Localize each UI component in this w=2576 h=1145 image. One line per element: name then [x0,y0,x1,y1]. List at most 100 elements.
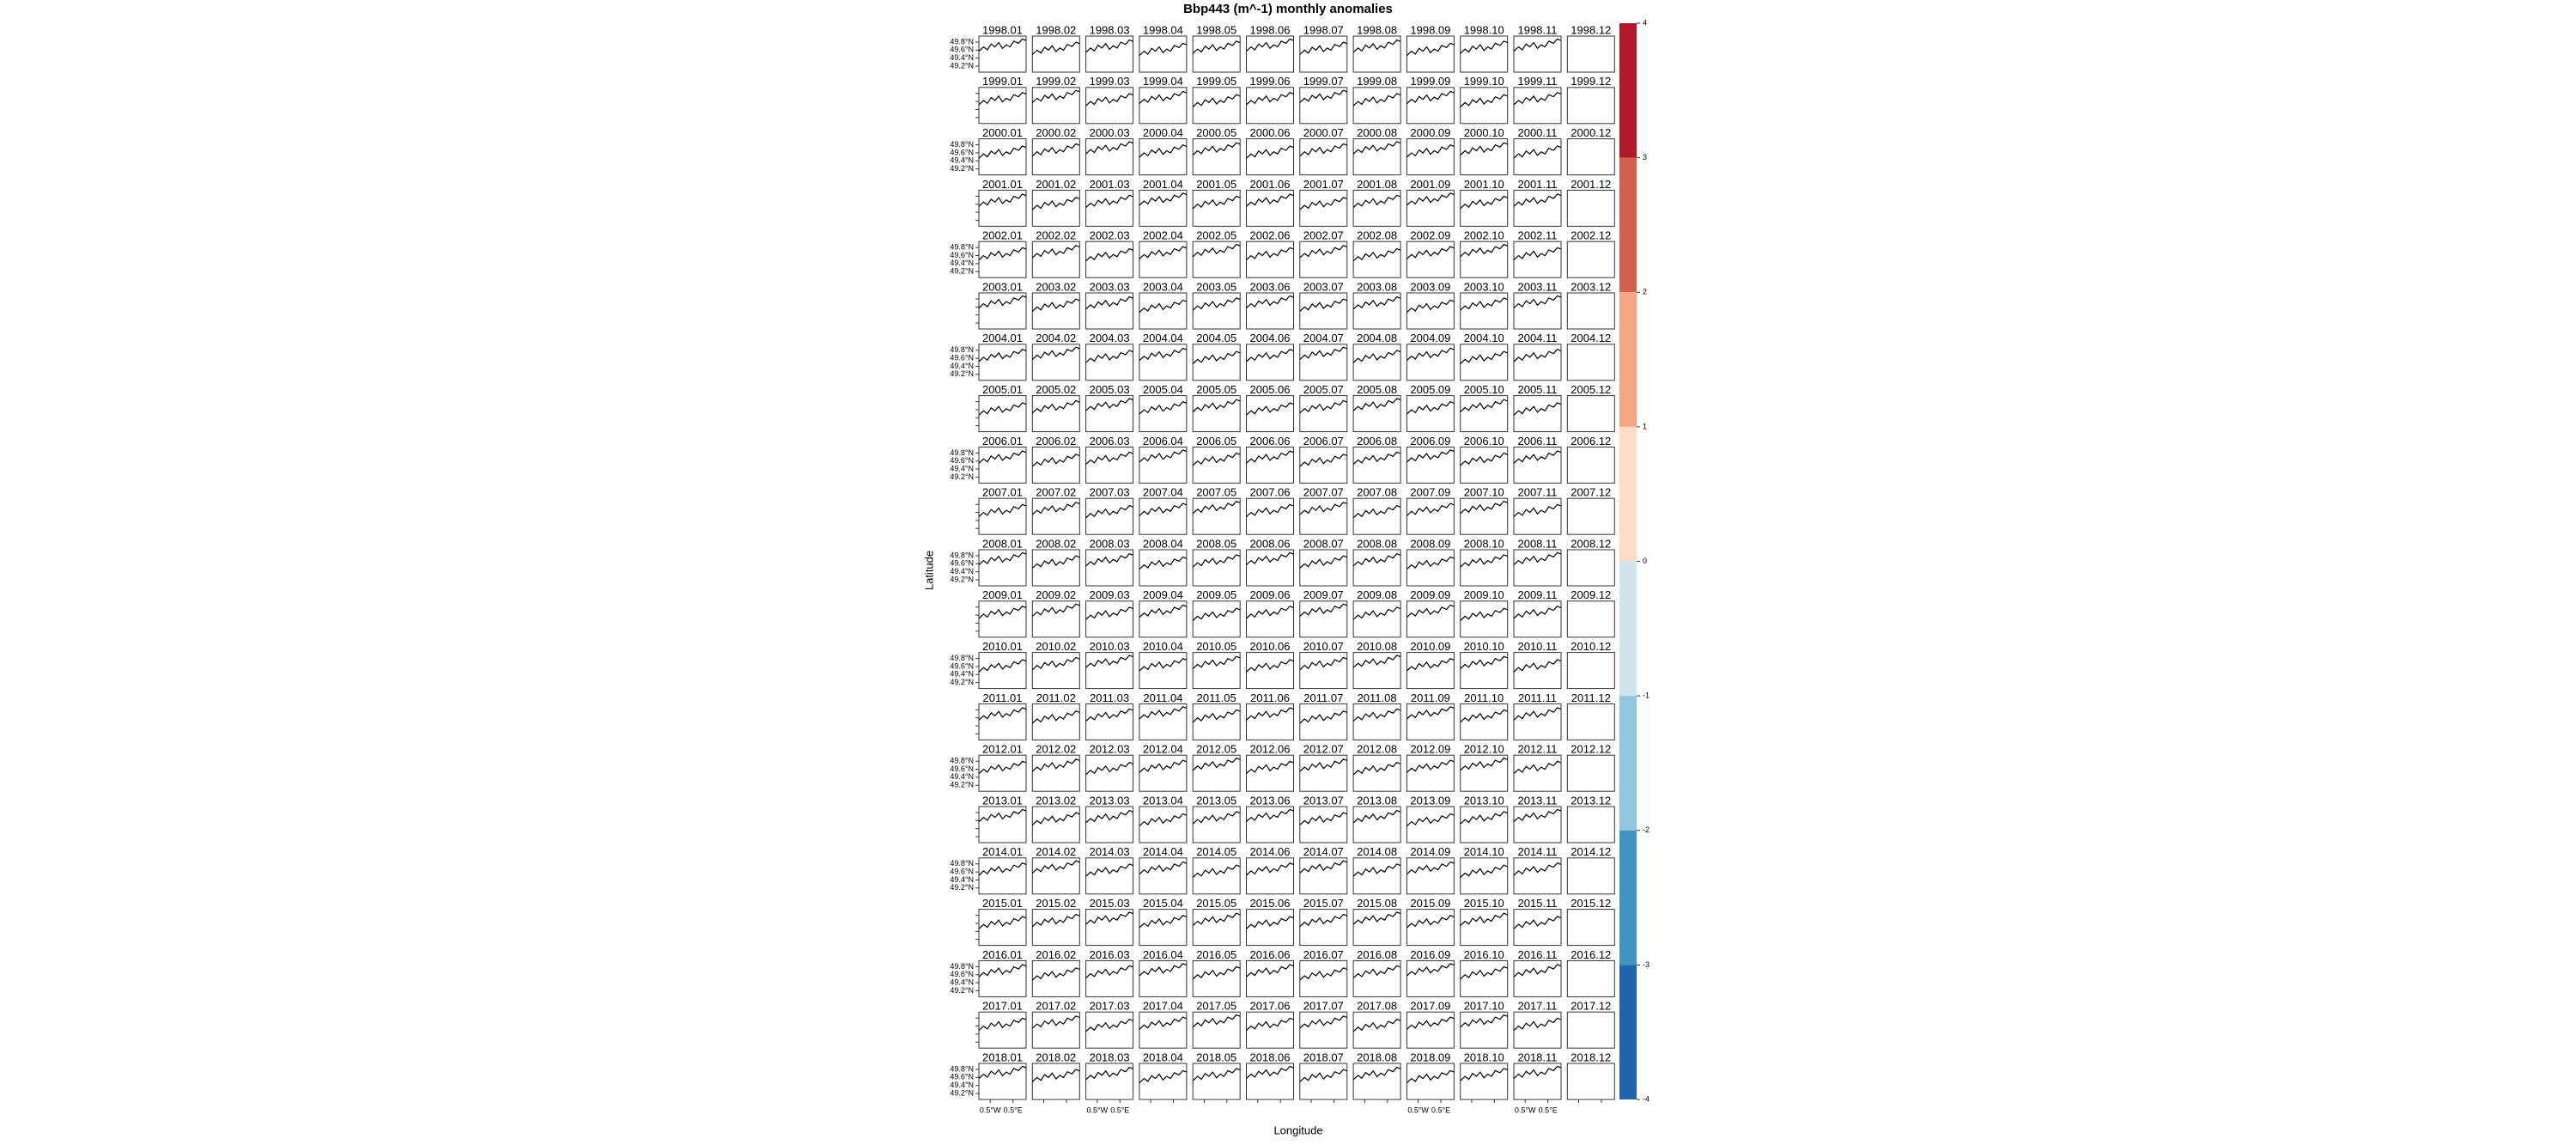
panel-label: 2008.09 [1410,537,1450,550]
panel-frame [1139,1063,1188,1100]
panel-label: 2000.02 [1036,126,1076,139]
panel-label: 2015.07 [1303,897,1344,910]
panel-label: 2010.11 [1517,640,1557,653]
coastline [1352,911,1401,925]
panel-label: 1999.01 [982,75,1023,88]
panel-frame [1031,909,1080,947]
coastline [1406,706,1455,720]
panel-label: 1998.04 [1143,23,1183,36]
coastline [1460,554,1508,568]
panel-label: 2009.03 [1090,588,1130,601]
panel-frame [1085,1063,1134,1100]
panel-frame [1299,754,1348,792]
panel-frame [1352,87,1401,125]
panel-label: 2010.04 [1143,640,1183,653]
panel-frame [1192,1011,1241,1049]
panel-frame [1460,652,1509,690]
panel-frame [1460,292,1509,330]
panel-frame [1139,703,1188,740]
coastline [978,760,1027,775]
colorbar-tick-label: 3 [1643,153,1647,161]
panel-frame [1139,87,1188,125]
panel-frame [1352,549,1401,587]
panel-frame [1031,344,1080,381]
panel-label: 1999.09 [1410,75,1450,88]
coastline [1246,193,1294,207]
panel-label: 2017.05 [1196,1000,1236,1013]
coastline [1192,709,1241,723]
panel-label: 1999.03 [1090,75,1130,88]
panel-frame [1513,292,1562,330]
panel-label: 2003.07 [1303,280,1344,293]
coastline [1406,449,1455,463]
coastline [1299,656,1348,671]
panel-frame [1246,806,1294,844]
panel-label: 1998.02 [1036,23,1076,36]
panel-label: 2007.11 [1517,486,1557,499]
panel-label: 2003.08 [1357,280,1397,293]
colorbar-segment [1619,830,1637,965]
coastline [1352,552,1401,567]
panel-frame [978,1063,1027,1100]
panel-label: 2011.12 [1571,691,1611,704]
coastline [1031,1069,1080,1082]
coastline [1513,760,1562,775]
panel-label: 2008.07 [1303,537,1344,550]
panel-frame [1085,395,1134,433]
panel-frame [1406,806,1455,844]
coastline [1246,605,1294,619]
panel-label: 2003.10 [1464,280,1504,293]
panel-frame [1031,1063,1080,1100]
coastline [1352,965,1401,979]
panel-label: 2016.12 [1571,948,1611,961]
panel-frame [1513,600,1562,638]
panel-label: 2007.06 [1250,486,1291,499]
coastline [1246,402,1294,416]
panel-label: 2018.01 [982,1051,1023,1063]
lat-tick-label: 49.6°N [950,661,974,670]
panel-label: 2002.11 [1517,229,1557,242]
panel-label: 2004.02 [1036,332,1076,344]
panel-label: 2003.09 [1410,280,1450,293]
lat-tick-label: 49.8°N [950,448,974,457]
panel-label: 1998.09 [1410,23,1450,36]
coastline [1192,965,1241,980]
panel-label: 2001.06 [1250,178,1291,191]
panel-frame [1352,857,1401,895]
coastline [1192,500,1241,515]
coastline [1139,914,1188,929]
coastline [1085,350,1133,363]
panel-frame [1460,344,1509,381]
panel-frame [1139,806,1188,844]
panel-label: 2018.09 [1410,1051,1450,1063]
panel-label: 2016.10 [1464,948,1504,961]
panel-frame [1246,703,1294,740]
panel-label: 2007.04 [1143,486,1183,499]
panel-label: 2003.06 [1250,280,1291,293]
coastline [1085,552,1133,567]
lat-tick-label: 49.2°N [950,267,974,276]
coastline [1085,247,1133,262]
panel-label: 2013.05 [1196,794,1236,807]
coastline [1460,709,1508,723]
panel-label: 2003.04 [1143,280,1183,293]
coastline [1139,861,1188,875]
panel-frame [978,652,1027,690]
lat-tick-label: 49.2°N [950,1088,974,1097]
lat-tick-label: 49.6°N [950,251,974,259]
coastline [1406,502,1455,516]
coastline [978,916,1027,929]
panel-frame [978,754,1027,792]
panel-frame [1460,703,1509,740]
panel-label: 2000.10 [1464,126,1504,139]
panel-label: 2014.01 [982,845,1023,858]
coastline [1460,40,1508,54]
coastline [1299,143,1348,157]
panel-label: 2012.08 [1357,743,1397,756]
panel-label: 2016.07 [1303,948,1344,961]
panel-frame [1085,703,1134,740]
coastline [1460,243,1508,258]
panel-label: 2017.01 [982,1000,1023,1013]
panel-frame [1406,600,1455,638]
panel-frame [1406,344,1455,381]
